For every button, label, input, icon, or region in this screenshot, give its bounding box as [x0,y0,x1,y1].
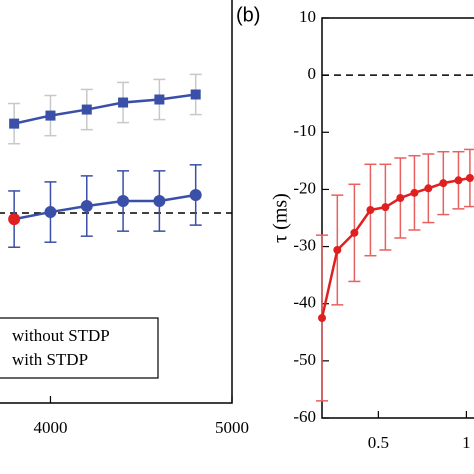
marker [439,179,448,188]
panel-label: (b) [236,4,260,26]
y-axis-label: τ (ms) [270,193,292,243]
x-tick-label: 5000 [215,418,249,437]
marker [153,195,166,208]
y-tick-label: 0 [308,64,317,83]
marker [189,188,202,201]
marker [410,188,419,197]
legend-label: with STDP [12,350,88,369]
y-tick-label: -10 [293,121,316,140]
plot-frame [321,17,474,419]
y-tick-label: -40 [293,293,316,312]
marker [318,314,326,322]
x-tick-label: 1 [462,433,471,452]
series-line [13,93,196,125]
marker [81,104,92,115]
marker [45,110,56,121]
y-tick-label: 10 [299,7,316,26]
y-tick-label: -50 [293,350,316,369]
plot-frame [0,0,233,404]
legend-box [0,317,159,379]
marker [366,206,375,214]
y-tick-label: -30 [293,235,316,254]
marker [154,94,165,105]
marker [350,228,359,237]
x-tick-label: 4000 [33,418,67,437]
marker [396,194,405,202]
marker [44,206,57,219]
x-tick-label: 0.5 [368,433,389,452]
marker [333,246,342,254]
marker [454,176,463,185]
marker [8,213,21,226]
marker [424,184,433,193]
marker [381,203,390,212]
series-line [13,193,196,221]
marker [117,195,130,208]
y-tick-label: -60 [293,407,316,426]
marker [190,89,201,100]
y-tick-label: -20 [293,178,316,197]
marker [118,97,129,108]
marker [9,118,20,129]
marker [465,174,474,182]
legend-label: without STDP [12,326,110,345]
marker [80,200,93,213]
series-line [320,176,471,319]
